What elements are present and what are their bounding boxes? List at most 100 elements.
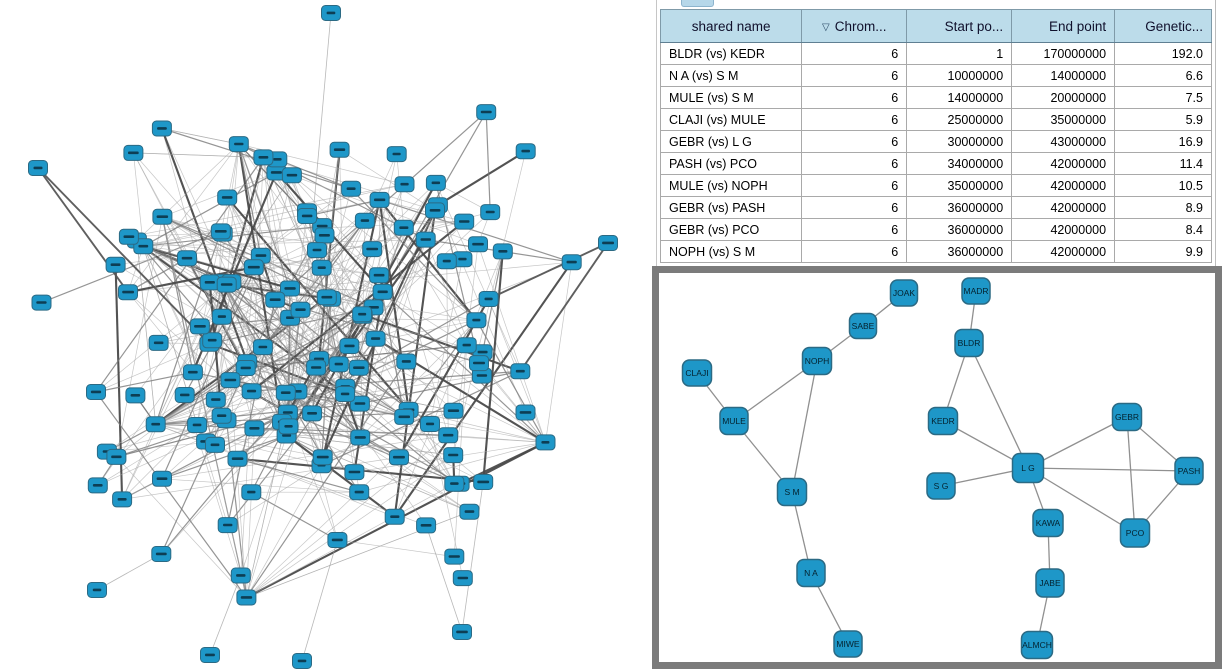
node-shape[interactable]	[1111, 402, 1143, 432]
network-node[interactable]	[480, 204, 501, 221]
network-edge-GEBR-PCO[interactable]	[1126, 416, 1136, 534]
network-edge-LG-GEBR[interactable]	[1027, 416, 1128, 469]
network-edge[interactable]	[142, 246, 229, 526]
table-row[interactable]: N A (vs) S M 6 10000000 14000000 6.6	[659, 64, 1212, 87]
network-node[interactable]	[28, 160, 48, 176]
network-edge[interactable]	[482, 251, 504, 483]
network-edge[interactable]	[435, 182, 521, 372]
network-node[interactable]	[535, 434, 556, 451]
network-node[interactable]	[444, 548, 465, 565]
network-edge[interactable]	[41, 230, 222, 304]
network-edge[interactable]	[221, 367, 317, 417]
network-node[interactable]	[151, 546, 172, 562]
network-node[interactable]	[236, 589, 257, 606]
network-edge[interactable]	[161, 420, 227, 480]
network-node[interactable]	[492, 243, 513, 260]
network-edge[interactable]	[160, 367, 247, 555]
network-node[interactable]	[216, 276, 237, 293]
network-node-LG[interactable]: L G	[1011, 452, 1045, 484]
network-edge[interactable]	[127, 143, 240, 293]
column-header-shared-name[interactable]: shared name	[659, 9, 803, 43]
network-node[interactable]	[145, 416, 166, 433]
network-node[interactable]	[425, 202, 445, 219]
network-edge[interactable]	[136, 240, 361, 438]
network-node[interactable]	[187, 417, 208, 433]
network-node[interactable]	[314, 227, 335, 244]
network-node[interactable]	[235, 360, 256, 376]
network-edge[interactable]	[286, 435, 470, 513]
network-node[interactable]	[321, 5, 341, 21]
network-edge[interactable]	[349, 345, 546, 443]
network-node[interactable]	[327, 532, 348, 548]
network-edge[interactable]	[205, 361, 407, 442]
network-edge[interactable]	[199, 267, 255, 327]
network-node[interactable]	[290, 301, 311, 318]
network-edge[interactable]	[162, 216, 383, 293]
network-node[interactable]	[598, 235, 618, 251]
network-edge[interactable]	[215, 282, 232, 400]
column-header-start-position[interactable]: Start po...	[906, 9, 1013, 43]
network-edge[interactable]	[297, 391, 470, 512]
network-edge[interactable]	[237, 220, 366, 459]
network-node[interactable]	[466, 312, 487, 329]
network-edge[interactable]	[237, 458, 360, 493]
network-edge[interactable]	[359, 442, 546, 493]
network-edge[interactable]	[133, 152, 144, 247]
network-edge[interactable]	[245, 367, 400, 458]
network-edge[interactable]	[209, 575, 242, 656]
network-node[interactable]	[444, 475, 465, 492]
network-node[interactable]	[415, 231, 436, 248]
network-edge[interactable]	[475, 319, 547, 443]
network-node[interactable]	[86, 384, 106, 400]
network-node[interactable]	[396, 353, 417, 370]
network-edge[interactable]	[161, 434, 287, 480]
node-shape[interactable]	[1020, 630, 1054, 660]
network-node[interactable]	[118, 284, 138, 301]
network-edge[interactable]	[215, 275, 380, 400]
network-edge[interactable]	[326, 296, 407, 362]
node-shape[interactable]	[1119, 518, 1151, 548]
node-shape[interactable]	[719, 406, 749, 436]
network-edge[interactable]	[315, 367, 427, 526]
network-edge[interactable]	[246, 483, 455, 598]
network-node-JOAK[interactable]: JOAK	[889, 279, 919, 307]
network-edge[interactable]	[155, 231, 222, 425]
network-edge[interactable]	[519, 242, 609, 372]
network-node[interactable]	[389, 449, 409, 466]
network-edge[interactable]	[245, 361, 407, 598]
network-node[interactable]	[302, 405, 323, 422]
network-edge[interactable]	[143, 245, 291, 290]
network-edge[interactable]	[359, 239, 427, 404]
network-node[interactable]	[393, 219, 414, 236]
network-edge[interactable]	[222, 233, 332, 300]
table-row[interactable]: GEBR (vs) PCO 6 36000000 42000000 8.4	[659, 218, 1212, 241]
network-edge[interactable]	[95, 391, 247, 598]
network-node-SABE[interactable]: SABE	[848, 312, 878, 340]
network-node[interactable]	[182, 364, 203, 381]
network-node[interactable]	[452, 570, 473, 587]
network-node[interactable]	[456, 337, 477, 354]
network-node[interactable]	[244, 420, 265, 437]
network-edge[interactable]	[345, 386, 405, 418]
network-node[interactable]	[510, 363, 531, 380]
network-node[interactable]	[148, 334, 169, 351]
network-edge[interactable]	[155, 390, 252, 425]
network-edge[interactable]	[306, 199, 380, 217]
network-node[interactable]	[365, 330, 386, 347]
network-edge[interactable]	[245, 315, 363, 369]
network-node-KEDR[interactable]: KEDR	[927, 406, 959, 436]
network-node[interactable]	[311, 259, 332, 276]
table-row[interactable]: BLDR (vs) KEDR 6 1 170000000 192.0	[659, 42, 1212, 65]
network-node[interactable]	[515, 143, 536, 160]
network-edge[interactable]	[378, 199, 380, 276]
main-network-canvas[interactable]	[0, 0, 656, 669]
network-edge[interactable]	[379, 199, 572, 263]
network-node[interactable]	[199, 274, 220, 291]
network-node[interactable]	[335, 386, 356, 402]
network-edge[interactable]	[222, 175, 293, 283]
network-edge[interactable]	[95, 343, 210, 393]
network-node[interactable]	[210, 223, 231, 240]
network-node-SG[interactable]: S G	[926, 472, 956, 500]
network-node[interactable]	[152, 470, 172, 487]
network-node[interactable]	[328, 356, 349, 373]
